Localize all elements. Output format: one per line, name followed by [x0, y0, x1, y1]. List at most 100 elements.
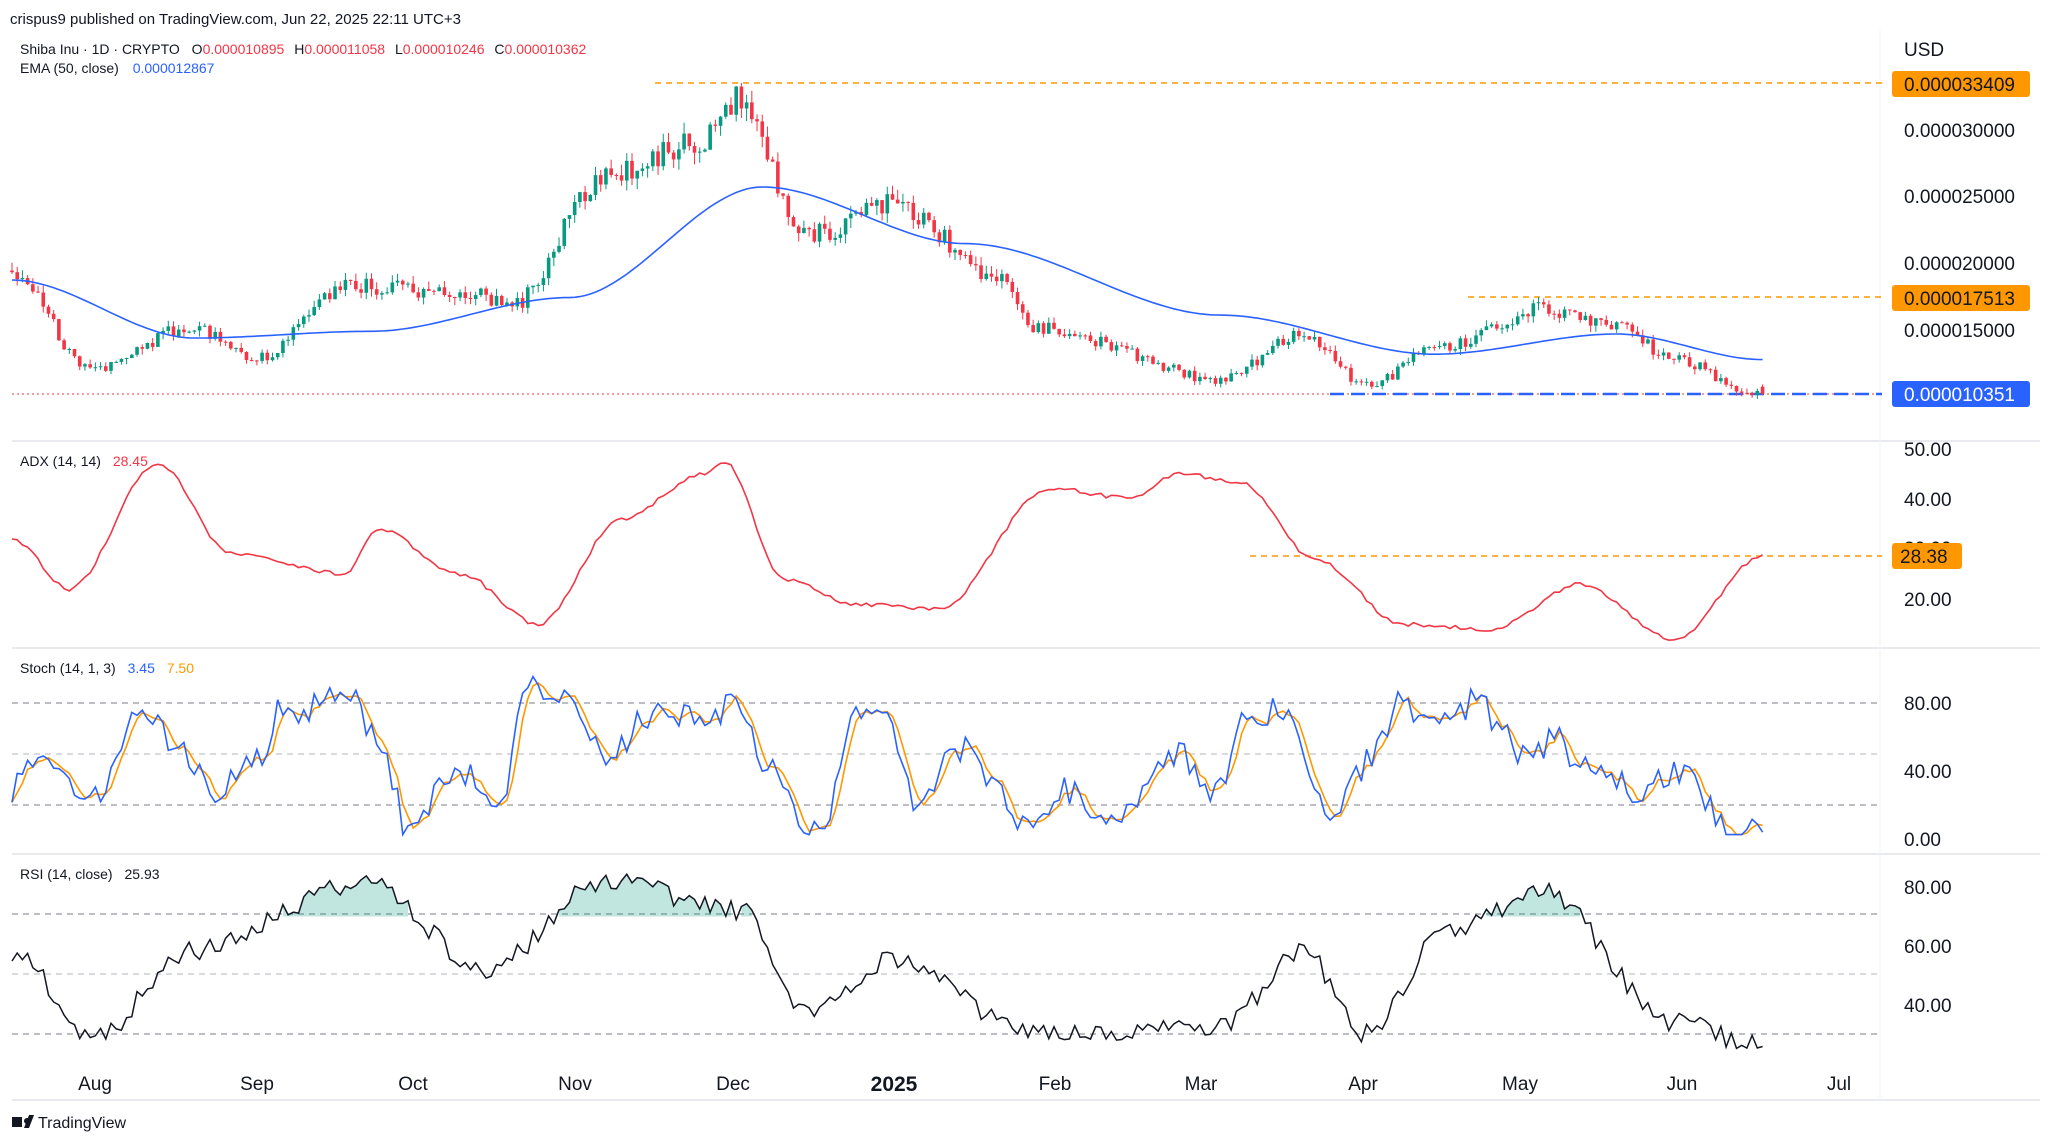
candle[interactable] [640, 168, 645, 171]
candle[interactable] [1354, 381, 1358, 383]
stoch-k-line[interactable] [11, 674, 1764, 838]
candle[interactable] [1364, 381, 1369, 383]
candle[interactable] [1020, 304, 1025, 313]
candle[interactable] [1203, 376, 1207, 379]
candle[interactable] [20, 278, 25, 280]
candle[interactable] [552, 251, 556, 258]
candle[interactable] [281, 340, 285, 354]
candle[interactable] [1666, 352, 1671, 359]
candle[interactable] [1286, 341, 1291, 345]
candle[interactable] [10, 270, 14, 273]
candle[interactable] [880, 200, 884, 214]
candle[interactable] [1567, 309, 1572, 311]
candle[interactable] [1562, 309, 1567, 318]
candle[interactable] [1682, 355, 1687, 358]
candle[interactable] [1244, 366, 1249, 374]
candle[interactable] [15, 272, 20, 280]
candle[interactable] [223, 341, 228, 343]
candle[interactable] [1198, 376, 1202, 382]
candle[interactable] [651, 151, 655, 167]
candle[interactable] [895, 199, 900, 204]
candlestick-series[interactable] [10, 83, 1765, 399]
candle[interactable] [406, 283, 410, 285]
candle[interactable] [1453, 349, 1457, 351]
candle[interactable] [921, 212, 926, 225]
candle[interactable] [687, 133, 692, 147]
candle[interactable] [786, 195, 791, 218]
candle[interactable] [843, 218, 848, 235]
candle[interactable] [968, 255, 973, 265]
candle[interactable] [484, 288, 488, 295]
candle[interactable] [1172, 364, 1176, 368]
candle[interactable] [1599, 318, 1603, 320]
candle[interactable] [307, 315, 311, 317]
candle[interactable] [609, 168, 613, 175]
candle[interactable] [1130, 348, 1134, 350]
candle[interactable] [645, 166, 650, 169]
candle[interactable] [1218, 377, 1223, 384]
candle[interactable] [713, 124, 718, 126]
candle[interactable] [692, 146, 697, 153]
candle[interactable] [515, 298, 520, 307]
candle[interactable] [359, 289, 363, 293]
candle[interactable] [1411, 353, 1416, 362]
candle[interactable] [1192, 370, 1197, 382]
candle[interactable] [1125, 346, 1129, 349]
candle[interactable] [531, 285, 535, 288]
candle[interactable] [41, 292, 46, 307]
candle[interactable] [937, 232, 942, 243]
candle[interactable] [723, 104, 728, 117]
candle[interactable] [1729, 384, 1734, 386]
candle[interactable] [1276, 338, 1280, 346]
candle[interactable] [51, 313, 56, 320]
candle[interactable] [708, 124, 712, 150]
candle[interactable] [416, 292, 421, 298]
candle[interactable] [1151, 356, 1155, 364]
candle[interactable] [562, 218, 567, 246]
candle[interactable] [1224, 377, 1228, 382]
rsi-pane[interactable]: RSI (14, close) 25.93 80.00 60.00 40.00 [11, 866, 1952, 1050]
candle[interactable] [156, 333, 160, 347]
candle[interactable] [1000, 274, 1004, 282]
candle[interactable] [1442, 343, 1447, 346]
candle[interactable] [103, 366, 108, 371]
candle[interactable] [1614, 322, 1619, 330]
candle[interactable] [489, 294, 494, 306]
candle[interactable] [1510, 324, 1515, 326]
candle[interactable] [1406, 361, 1411, 363]
candle[interactable] [1719, 378, 1723, 382]
candle[interactable] [1260, 354, 1265, 366]
candle[interactable] [525, 287, 530, 308]
time-axis[interactable]: Aug Sep Oct Nov Dec 2025 Feb Mar Apr May… [78, 1073, 1851, 1096]
candle[interactable] [463, 292, 468, 298]
candle[interactable] [1698, 362, 1702, 370]
candle[interactable] [1396, 366, 1400, 380]
candle[interactable] [202, 325, 207, 327]
candle[interactable] [588, 194, 593, 202]
candle[interactable] [765, 136, 770, 160]
candle[interactable] [296, 324, 301, 328]
candle[interactable] [1271, 345, 1275, 354]
candle[interactable] [656, 151, 660, 167]
candle[interactable] [1297, 330, 1301, 337]
candle[interactable] [479, 288, 483, 296]
candle[interactable] [1646, 339, 1650, 344]
candle[interactable] [807, 227, 811, 230]
candle[interactable] [624, 160, 629, 181]
candle[interactable] [1078, 335, 1082, 337]
candle[interactable] [1359, 381, 1364, 383]
candle[interactable] [1093, 341, 1098, 347]
candle[interactable] [911, 202, 916, 221]
candle[interactable] [265, 352, 270, 361]
candle[interactable] [505, 302, 509, 306]
price-pane[interactable]: Shiba Inu · 1D · CRYPTO O0.000010895 H0.… [10, 40, 2030, 407]
candle[interactable] [1161, 362, 1166, 371]
candle[interactable] [1312, 336, 1317, 340]
candle[interactable] [1734, 385, 1739, 392]
candle[interactable] [400, 280, 405, 285]
candle[interactable] [1140, 356, 1145, 362]
candle[interactable] [583, 192, 587, 202]
candle[interactable] [901, 201, 905, 204]
candle[interactable] [1495, 324, 1499, 329]
candle[interactable] [62, 340, 66, 350]
